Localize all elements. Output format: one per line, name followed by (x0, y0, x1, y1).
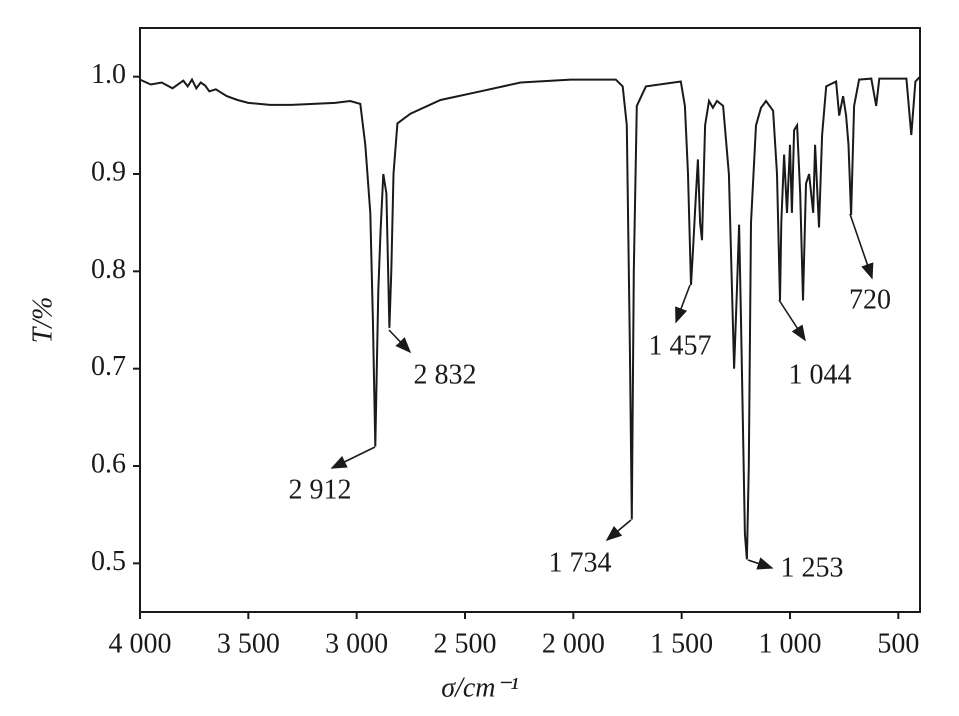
x-tick-label: 1 000 (759, 628, 822, 659)
x-axis-label: σ/cm⁻¹ (441, 672, 518, 703)
peak-label: 2 912 (289, 474, 352, 505)
plot-frame (139, 27, 921, 613)
x-tick-label: 1 500 (650, 628, 713, 659)
peak-label: 1 044 (789, 359, 852, 390)
x-tick-label: 4 000 (109, 628, 172, 659)
annotation-arrow (849, 213, 874, 280)
peak-label: 720 (849, 284, 891, 315)
annotation-arrow (675, 284, 691, 324)
x-tick-label: 2 000 (542, 628, 605, 659)
annotation-arrow (747, 557, 774, 570)
y-tick-label: 1.0 (91, 59, 126, 90)
spectrum-line (139, 76, 921, 560)
y-tick-label: 0.6 (91, 448, 126, 479)
y-tick-label: 0.8 (91, 254, 126, 285)
x-tick-label: 3 000 (325, 628, 388, 659)
peak-label: 1 253 (781, 552, 844, 583)
y-tick-label: 0.7 (91, 351, 126, 382)
y-axis-label: T/% (27, 297, 58, 344)
peak-label: 2 832 (414, 359, 477, 390)
peak-label: 1 457 (649, 330, 712, 361)
peak-label: 1 734 (549, 547, 612, 578)
annotation-arrow (778, 299, 806, 342)
annotation-arrow (330, 446, 376, 469)
annotation-arrow (605, 519, 632, 542)
x-tick-label: 2 500 (434, 628, 497, 659)
x-tick-label: 500 (877, 628, 919, 659)
x-tick-label: 3 500 (217, 628, 280, 659)
annotation-arrow (388, 329, 412, 354)
y-tick-label: 0.9 (91, 156, 126, 187)
y-tick-label: 0.5 (91, 546, 126, 577)
